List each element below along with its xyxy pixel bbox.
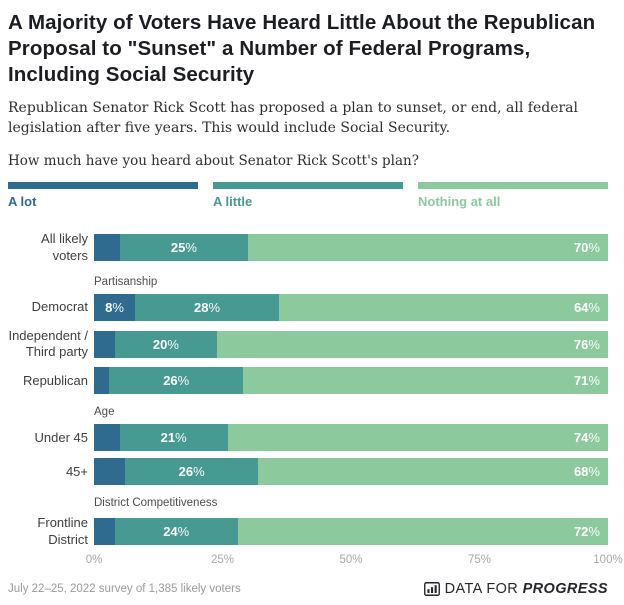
value-label: 76% (573, 336, 600, 352)
legend-swatch-nothing-at-all (418, 182, 608, 190)
bar-segment-nothing-at-all: 68% (258, 458, 608, 486)
chart-area: All likely voters 25% 70% Partisanship Democ… (8, 231, 608, 548)
bar-segment-a-lot (94, 234, 120, 262)
bar-segment-a-lot: 8% (94, 293, 136, 321)
legend: A lot A little Nothing at all (8, 182, 608, 209)
chart-row-frontline-district: Frontline District 24% 72% (8, 515, 608, 548)
bar-segment-nothing-at-all: 72% (237, 518, 608, 546)
bar-segment-a-little: 26% (124, 458, 259, 486)
section-label-age: Age (94, 406, 115, 419)
bar-segment-a-lot (94, 330, 115, 358)
value-label: 64% (573, 299, 600, 315)
value-label: 72% (573, 524, 600, 540)
bar-track: 25% 70% (94, 234, 608, 262)
value-label: 20% (152, 336, 179, 352)
survey-question: How much have you heard about Senator Ri… (8, 153, 419, 170)
x-tick-75: 75% (467, 553, 492, 566)
legend-item-a-little: A little (213, 182, 403, 209)
value-label: 25% (170, 240, 197, 256)
value-label: 71% (573, 373, 600, 389)
value-label: 70% (573, 240, 600, 256)
bar-segment-nothing-at-all: 70% (248, 234, 608, 262)
value-label: 26% (163, 373, 190, 389)
bar-segment-a-lot (94, 367, 110, 395)
bar-track: 24% 72% (94, 518, 608, 546)
bar-segment-nothing-at-all: 71% (243, 367, 608, 395)
row-label: 45+ (65, 463, 88, 479)
x-tick-25: 25% (210, 553, 235, 566)
bar-segment-a-little: 28% (135, 293, 280, 321)
bar-segment-nothing-at-all: 74% (227, 424, 608, 452)
legend-label-nothing-at-all: Nothing at all (418, 194, 501, 210)
chart-row-45: 45+ 26% 68% (8, 458, 608, 486)
value-label: 28% (194, 299, 221, 315)
chart-row-under-45: Under 45 21% 74% (8, 424, 608, 452)
section-label-district-competitiveness: District Competitiveness (94, 497, 218, 510)
bar-segment-nothing-at-all: 64% (279, 293, 608, 321)
x-tick-50: 50% (339, 553, 363, 566)
value-label: 21% (160, 430, 187, 446)
legend-item-a-lot: A lot (8, 182, 198, 209)
row-label: Democrat (31, 299, 88, 315)
legend-swatch-a-little (213, 182, 403, 190)
legend-item-nothing-at-all: Nothing at all (418, 182, 608, 209)
value-label: 24% (163, 524, 190, 540)
row-label: Frontline District (37, 515, 88, 547)
bar-segment-a-little: 21% (119, 424, 228, 452)
value-label: 68% (573, 464, 600, 480)
bar-segment-nothing-at-all: 76% (217, 330, 608, 358)
bar-segment-a-little: 24% (114, 518, 238, 546)
bar-segment-a-lot (94, 458, 125, 486)
bar-segment-a-little: 25% (119, 234, 249, 262)
legend-swatch-a-lot (8, 182, 198, 190)
chart-row-democrat: Democrat 8% 28% 64% (8, 293, 608, 321)
bar-track: 26% 71% (94, 367, 608, 395)
x-tick-100: 100% (593, 553, 623, 566)
value-label: 74% (573, 430, 600, 446)
bar-segment-a-lot (94, 424, 120, 452)
value-label: 26% (178, 464, 205, 480)
legend-label-a-little: A little (213, 194, 253, 210)
section-label-partisanship: Partisanship (94, 275, 158, 288)
bar-segment-a-little: 20% (114, 330, 218, 358)
value-label: 8% (105, 299, 124, 315)
bar-segment-a-little: 26% (109, 367, 244, 395)
bar-track: 20% 76% (94, 330, 608, 358)
x-tick-0: 0% (85, 553, 103, 566)
chart-subtitle: Republican Senator Rick Scott has propos… (8, 99, 579, 136)
bar-segment-a-lot (94, 518, 115, 546)
chart-row-republican: Republican 26% 71% (8, 367, 608, 395)
bar-track: 8% 28% 64% (94, 293, 608, 321)
bar-track: 21% 74% (94, 424, 608, 452)
chart-row-independent-third-party: Independent / Third party 20% 76% (8, 328, 608, 361)
row-label: Independent / Third party (8, 327, 88, 360)
x-axis: 0% 25% 50% 75% 100% (86, 553, 623, 568)
legend-label-a-lot: A lot (8, 194, 37, 210)
bar-track: 26% 68% (94, 458, 608, 486)
chart-title: A Majority of Voters Have Heard Little A… (8, 11, 596, 87)
chart-row-all-likely-voters: All likely voters 25% 70% (8, 231, 608, 264)
row-label: Republican (22, 372, 88, 388)
row-label: Under 45 (34, 429, 88, 445)
row-label: All likely voters (41, 231, 88, 263)
